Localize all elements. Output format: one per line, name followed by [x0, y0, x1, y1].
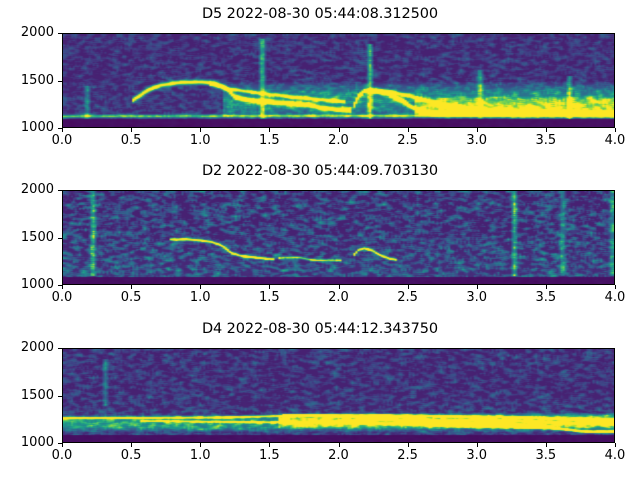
x-tick-2	[200, 443, 202, 447]
x-tick-6	[476, 443, 478, 447]
x-tick-8	[615, 443, 616, 447]
x-tick-7	[545, 128, 547, 132]
x-tick-label-0: 0.0	[51, 133, 73, 148]
x-tick-label-0: 0.0	[51, 448, 73, 463]
subplot-title-d5: D5 2022-08-30 05:44:08.312500	[201, 6, 439, 22]
x-tick-label-8: 4.0	[604, 448, 626, 463]
x-tick-label-1: 0.5	[120, 290, 142, 305]
spectrogram-axes-d5	[62, 33, 615, 128]
y-tick-label-0: 2000	[20, 25, 54, 40]
x-tick-3	[269, 443, 271, 447]
x-tick-label-3: 1.5	[259, 290, 280, 305]
subplot-title-d4: D4 2022-08-30 05:44:12.343750	[201, 321, 439, 337]
x-tick-6	[476, 128, 478, 132]
x-tick-label-4: 2.0	[328, 133, 349, 148]
x-tick-8	[615, 128, 616, 132]
x-tick-2	[200, 128, 202, 132]
x-tick-1	[131, 285, 133, 289]
y-tick-2	[58, 285, 62, 286]
y-tick-2	[58, 128, 62, 129]
x-tick-5	[407, 285, 409, 289]
x-tick-0	[62, 443, 63, 447]
y-tick-0	[58, 348, 62, 349]
x-tick-5	[407, 128, 409, 132]
x-tick-2	[200, 285, 202, 289]
y-tick-label-0: 2000	[20, 340, 54, 355]
x-tick-3	[269, 285, 271, 289]
x-tick-label-6: 3.0	[466, 448, 488, 463]
spectrogram-image-d2	[63, 191, 614, 284]
y-tick-0	[58, 190, 62, 191]
x-tick-label-2: 1.0	[189, 290, 211, 305]
x-tick-label-8: 4.0	[604, 290, 626, 305]
x-tick-1	[131, 128, 133, 132]
x-tick-label-4: 2.0	[328, 290, 349, 305]
spectrogram-image-d4	[63, 349, 614, 442]
x-tick-label-7: 3.5	[535, 448, 557, 463]
subplot-title-d2: D2 2022-08-30 05:44:09.703130	[201, 163, 439, 179]
x-tick-label-0: 0.0	[51, 290, 73, 305]
y-tick-1	[58, 395, 62, 397]
x-tick-7	[545, 285, 547, 289]
y-tick-1	[58, 237, 62, 239]
x-tick-8	[615, 285, 616, 289]
x-tick-0	[62, 285, 63, 289]
x-tick-label-5: 2.5	[397, 448, 418, 463]
x-tick-label-7: 3.5	[535, 133, 557, 148]
x-tick-label-5: 2.5	[397, 290, 418, 305]
y-tick-2	[58, 443, 62, 444]
y-tick-1	[58, 80, 62, 82]
x-tick-6	[476, 285, 478, 289]
x-tick-label-5: 2.5	[397, 133, 418, 148]
x-tick-4	[338, 285, 340, 289]
x-tick-0	[62, 128, 63, 132]
subplot-d5: D5 2022-08-30 05:44:08.312500 0.0 0.5 1.0 1.…	[0, 0, 640, 160]
y-tick-label-1: 1500	[20, 72, 54, 88]
x-tick-label-4: 2.0	[328, 448, 349, 463]
x-tick-4	[338, 128, 340, 132]
spectrogram-image-d5	[63, 34, 614, 127]
y-tick-label-1: 1500	[20, 387, 54, 403]
x-tick-4	[338, 443, 340, 447]
spectrogram-axes-d2	[62, 190, 615, 285]
x-tick-3	[269, 128, 271, 132]
x-tick-label-6: 3.0	[466, 133, 488, 148]
y-tick-label-0: 2000	[20, 182, 54, 197]
subplot-d4: D4 2022-08-30 05:44:12.343750 0.0 0.5 1.0 1.…	[0, 315, 640, 475]
x-tick-1	[131, 443, 133, 447]
x-tick-label-2: 1.0	[189, 448, 211, 463]
x-tick-label-6: 3.0	[466, 290, 488, 305]
x-tick-label-3: 1.5	[259, 133, 280, 148]
x-tick-label-7: 3.5	[535, 290, 557, 305]
y-tick-label-2: 1000	[20, 277, 54, 292]
subplot-d2: D2 2022-08-30 05:44:09.703130 0.0 0.5 1.0 1.…	[0, 157, 640, 317]
x-tick-label-3: 1.5	[259, 448, 280, 463]
x-tick-5	[407, 443, 409, 447]
x-tick-7	[545, 443, 547, 447]
x-tick-label-2: 1.0	[189, 133, 211, 148]
y-tick-label-2: 1000	[20, 435, 54, 450]
y-tick-label-2: 1000	[20, 120, 54, 135]
x-tick-label-8: 4.0	[604, 133, 626, 148]
spectrogram-axes-d4	[62, 348, 615, 443]
x-tick-label-1: 0.5	[120, 133, 142, 148]
y-tick-label-1: 1500	[20, 229, 54, 245]
y-tick-0	[58, 33, 62, 34]
x-tick-label-1: 0.5	[120, 448, 142, 463]
